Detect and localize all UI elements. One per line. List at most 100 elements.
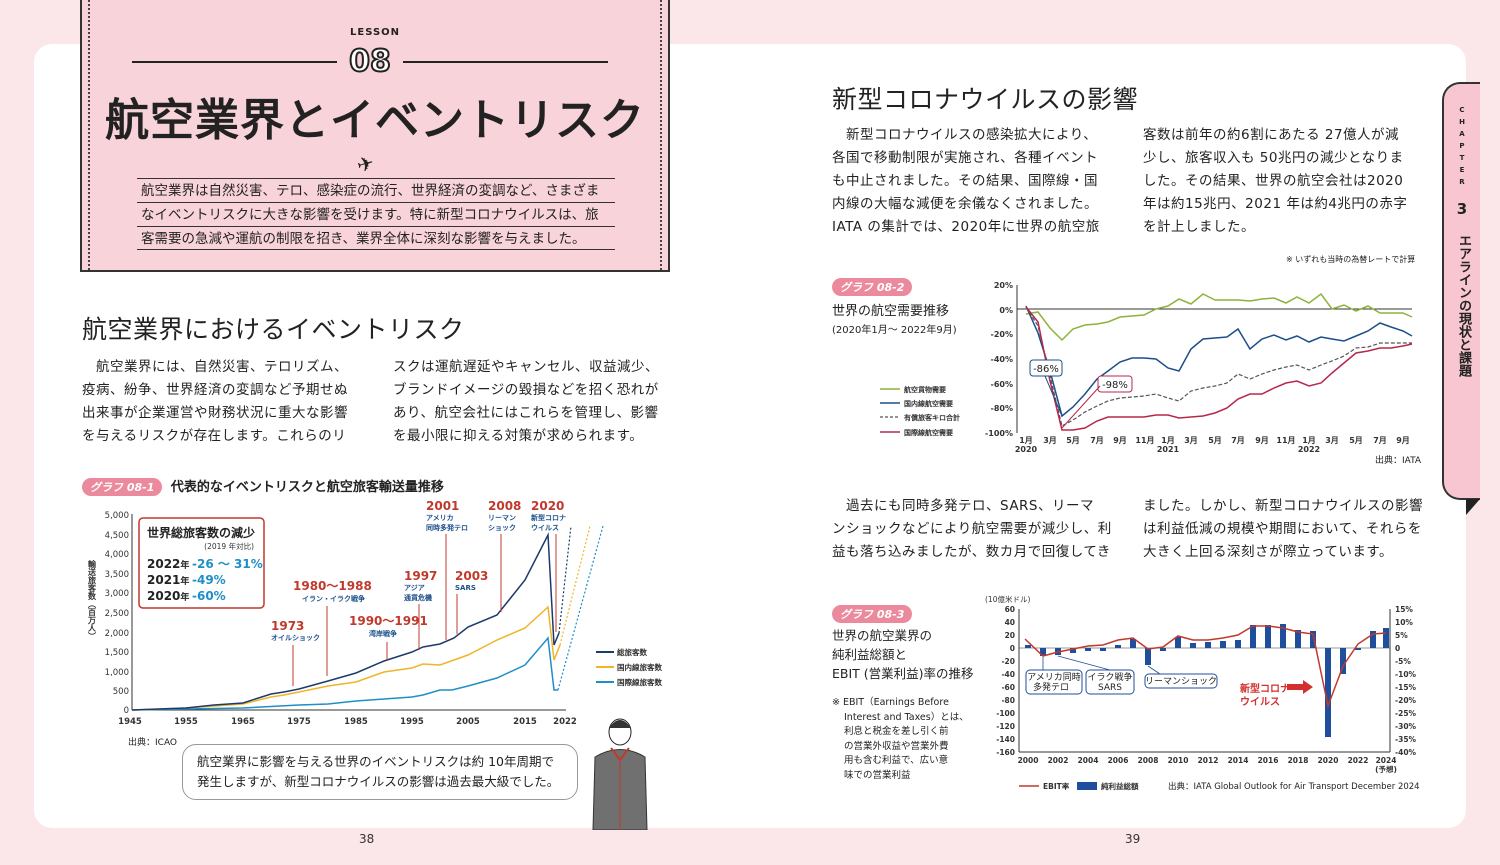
svg-text:1,500: 1,500 [105,648,129,658]
graph2-source: 出典：IATA [1375,456,1422,466]
svg-text:SARS: SARS [1098,683,1122,693]
svg-text:0%: 0% [999,306,1013,315]
svg-text:2003: 2003 [455,569,488,583]
svg-text:リーマン: リーマン [488,514,516,522]
graph-tag: グラフ 08-3 [832,605,913,623]
svg-text:2005: 2005 [456,717,480,727]
svg-text:2020: 2020 [1318,756,1339,765]
svg-text:1997: 1997 [404,569,437,583]
airplane-icon: ✈ [354,150,377,178]
graph-subtitle: (2020年1月～ 2022年9月) [832,325,957,336]
svg-text:9月: 9月 [1255,436,1269,445]
text-line: 各国で移動制限が実施され、各種イベント [832,150,1099,166]
text-line: あり、航空会社にはこれらを管理し、影響 [393,405,659,421]
graph-title: 代表的なイベントリスクと航空旅客輸送量推移 [170,480,444,495]
svg-text:5月: 5月 [1066,436,1080,445]
svg-text:アメリカ同時: アメリカ同時 [1027,672,1081,683]
text-line: を最小限に抑える対策が求められます。 [393,428,644,444]
infobox-title: 世界総旅客数の減少 [147,525,255,540]
graph2-heading: グラフ 08-2 世界の航空需要推移 (2020年1月～ 2022年9月) [832,276,957,336]
body-column-2: スクは運航遅延やキャンセル、収益減少、 ブランドイメージの毀損などを招く恐れが … [393,356,659,448]
svg-text:純利益総額: 純利益総額 [1101,781,1139,791]
svg-text:15%: 15% [1395,605,1413,614]
text-line: 疫病、紛争、世界経済の変調など予期せぬ [82,382,348,398]
svg-text:新型コロナ: 新型コロナ [531,513,566,522]
svg-text:-100: -100 [996,709,1015,718]
body-column-3: 新型コロナウイルスの感染拡大により、 各国で移動制限が実施され、各種イベント も… [832,124,1100,239]
svg-text:-30%: -30% [1395,722,1417,731]
svg-text:2022: 2022 [1298,445,1320,454]
note-line: 用も含む利益で、広い意 [844,755,949,766]
graph1-chart: 5,000 4,500 4,000 3,500 3,000 2,500 2,000 1,5… [87,500,663,727]
svg-text:(10億米ドル): (10億米ドル) [985,594,1030,604]
note-line: 味での営業利益 [844,769,911,781]
svg-text:総旅客数: 総旅客数 [617,647,647,657]
svg-text:2012: 2012 [1198,756,1219,765]
graph-tag: グラフ 08-2 [832,278,913,296]
svg-text:アジア: アジア [404,584,425,592]
svg-text:2,500: 2,500 [105,609,129,619]
svg-text:-120: -120 [996,722,1015,731]
text-line: ブランドイメージの毀損などを招く恐れが [393,382,659,398]
page-number-right: 39 [1125,832,1141,846]
svg-text:2,000: 2,000 [105,629,129,639]
svg-text:-15%: -15% [1395,683,1417,692]
lead-text: 航空業界は自然災害、テロ、感染症の流行、世界経済の変調など、さまざま なイベント… [137,178,615,250]
svg-text:3月: 3月 [1325,436,1339,445]
svg-text:-80: -80 [1001,696,1015,705]
text-line: は利益低減の規模や期間において、それらを [1143,521,1422,537]
svg-text:-25%: -25% [1395,709,1417,718]
svg-text:2020: 2020 [531,500,564,513]
svg-text:アメリカ: アメリカ [426,514,454,522]
svg-text:2022年: 2022年 [147,557,189,571]
graph3-chart: (10億米ドル) 60 40 20 0 -20 -40 -60 -80 -100 -120 -1… [985,594,1417,791]
svg-text:イラク戦争: イラク戦争 [1087,671,1132,683]
svg-text:1955: 1955 [174,717,198,727]
svg-text:2006: 2006 [1108,756,1129,765]
svg-text:イラン・イラク戦争: イラン・イラク戦争 [302,594,365,603]
svg-text:輸送旅客数（百万人）: 輸送旅客数（百万人） [87,559,97,640]
section-title: 航空業界におけるイベントリスク [82,315,465,344]
svg-text:-40%: -40% [991,355,1013,364]
svg-text:-80%: -80% [991,404,1013,413]
text-line: IATA の集計では、2020年に世界の航空旅 [832,219,1100,235]
lesson-header: LESSON 08 航空業界とイベントリスク ✈ 航空業界は自然災害、テロ、感染… [80,0,670,272]
svg-text:ウイルス: ウイルス [531,523,559,532]
svg-text:-10%: -10% [1395,670,1417,679]
svg-text:同時多発テロ: 同時多発テロ [426,523,468,532]
svg-text:-26 ～ 31%: -26 ～ 31% [192,557,263,571]
svg-text:5月: 5月 [1208,436,1222,445]
svg-text:1985: 1985 [344,717,368,727]
chapter-number: 3 [1456,200,1468,218]
svg-text:11月: 11月 [1276,436,1295,445]
svg-text:(予想): (予想) [1375,764,1397,774]
svg-text:2002: 2002 [1048,756,1069,765]
svg-text:5%: 5% [1395,631,1408,640]
svg-text:1945: 1945 [118,717,142,727]
svg-text:2008: 2008 [488,500,521,513]
svg-text:2010: 2010 [1168,756,1189,765]
svg-text:通貨危機: 通貨危機 [404,593,432,602]
svg-text:2004: 2004 [1078,756,1099,765]
text-line: スクは運航遅延やキャンセル、収益減少、 [393,359,659,375]
svg-text:国内線旅客数: 国内線旅客数 [617,662,662,672]
exchange-rate-note: ※ いずれも当時の為替レートで計算 [1286,255,1416,264]
svg-text:-100%: -100% [985,429,1013,438]
svg-text:7月: 7月 [1090,436,1104,445]
note-line: ※ EBIT（Earnings Before [832,697,949,708]
svg-text:0: 0 [1395,644,1400,653]
svg-text:有償旅客キロ合計: 有償旅客キロ合計 [904,413,960,422]
svg-text:-35%: -35% [1395,735,1417,744]
text-line: 客数は前年の約6割にあたる 27億人が減 [1143,127,1400,143]
graph3-source: 出典：IATA Global Outlook for Air Transport… [1168,782,1420,792]
divider [132,61,338,63]
svg-text:2022: 2022 [1348,756,1369,765]
svg-text:-49%: -49% [192,573,226,587]
chapter-tab[interactable]: CHAPTER 3 エアラインの現状と課題 [1442,82,1480,500]
svg-text:3,000: 3,000 [105,589,129,599]
svg-text:国際線航空需要: 国際線航空需要 [904,428,953,437]
text-line: 出来事が企業運営や財務状況に重大な影響 [82,405,348,421]
note-line: の営業外収益や営業外費 [844,740,949,752]
svg-text:0: 0 [1010,644,1015,653]
svg-text:-20%: -20% [1395,696,1417,705]
